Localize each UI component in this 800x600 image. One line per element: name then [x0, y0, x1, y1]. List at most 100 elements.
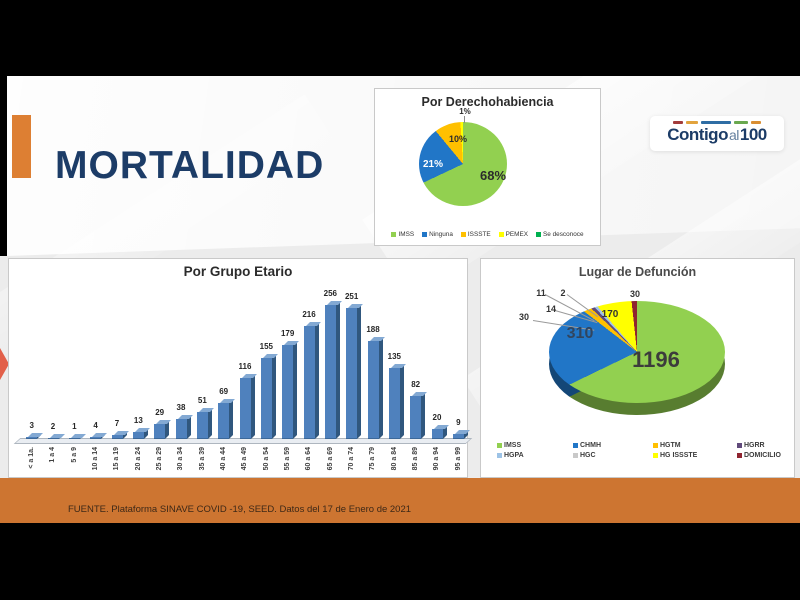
bar-50-a-54: [260, 353, 278, 439]
bar-value-label: 38: [176, 403, 186, 413]
pie-label-chmh: 310: [566, 325, 594, 342]
bar-80-a-84: [388, 364, 406, 439]
bar-60-a-64: [303, 321, 321, 439]
legend-item-chmh: CHMH: [573, 442, 653, 449]
legend-label: ISSSTE: [467, 231, 491, 238]
bar-series: 3 2 1 4 7 13 29 38 51 69 116 155 179 216 256 251 188 135 8…: [21, 289, 470, 439]
bar-value-label: 216: [302, 309, 316, 319]
bar-value-label: 179: [280, 329, 295, 339]
bar-1-a-4: [47, 433, 65, 439]
legend-label: DOMICILIO: [744, 452, 781, 459]
bar-75-a-79: [367, 336, 385, 439]
bar-value-label: 2: [50, 421, 56, 431]
legend-label: Ninguna: [429, 231, 453, 238]
legend-item-imss: IMSS: [497, 442, 573, 449]
chart-title: Lugar de Defunción: [578, 265, 697, 279]
left-edge-sliver: [0, 76, 7, 256]
chart-box-grupo-etario: Por Grupo Etario 3 2 1 4 7 13 29 38 51 69 116 155 17…: [8, 258, 473, 478]
pie3d-legend: IMSS CHMH HGTM HGRR HGPA HGC HG ISSSTE DOMICILI…: [497, 442, 800, 459]
logo-dash: [751, 121, 761, 124]
legend-label: HGTM: [660, 442, 681, 449]
contigo-al-100-logo: Contigoal100: [650, 116, 784, 151]
bar-<-a-1a.: [26, 433, 44, 439]
logo-dash: [734, 121, 748, 124]
pie-label-imss: 1196: [632, 347, 680, 372]
pie-label-hgrr: 14: [545, 304, 556, 314]
title-accent-bar: [12, 115, 31, 178]
legend-label: HGC: [580, 452, 596, 459]
legend-item-hg-issste: HG ISSSTE: [653, 452, 737, 459]
bar-45-a-49: [239, 374, 257, 439]
bar-30-a-34: [175, 415, 193, 439]
pie-chart-derechohabiencia: [419, 122, 507, 206]
legend-item-issste: ISSSTE: [460, 231, 491, 238]
bar-15-a-19: [111, 431, 129, 439]
legend-label: IMSS: [398, 231, 415, 238]
left-red-accent-shape: [0, 348, 9, 380]
pie-label-hgpa: 11: [536, 288, 546, 298]
pie-label-pemex: 1%: [459, 107, 471, 116]
legend-marker: [391, 232, 397, 237]
pie-legend: IMSS Ninguna ISSSTE PEMEX Se desconoce: [375, 231, 600, 238]
footer-bar: FUENTE. Plataforma SINAVE COVID -19, SEE…: [0, 478, 800, 523]
bar-value-label: 188: [366, 324, 380, 334]
chart-box-lugar-defuncion: Lugar de Defunción 1196 310 170 30 14 11…: [480, 258, 795, 478]
legend-item-se-desconoce: Se desconoce: [536, 231, 584, 238]
bar-value-label: 69: [219, 386, 229, 396]
legend-item-domicilio: DOMICILIO: [737, 452, 800, 459]
pie-label-hgtm: 30: [518, 312, 529, 322]
pie-leader-line: [464, 116, 465, 123]
pie-label-hgc: 2: [560, 288, 566, 298]
legend-marker: [737, 443, 742, 448]
legend-marker: [653, 453, 658, 458]
legend-marker: [460, 232, 466, 237]
legend-item-hgtm: HGTM: [653, 442, 737, 449]
pie-chart-lugar-defuncion: [549, 301, 725, 403]
bar-value-label: 116: [238, 362, 252, 372]
chart-title: Por Grupo Etario: [183, 264, 293, 279]
legend-label: HGRR: [744, 442, 765, 449]
legend-label: Se desconoce: [543, 231, 584, 238]
bar-value-label: 9: [456, 418, 461, 428]
bar-95-a-99: [452, 430, 470, 439]
bar-5-a-9: [68, 434, 86, 439]
bar-value-label: 13: [133, 416, 143, 426]
bar-20-a-24: [132, 428, 150, 439]
bar-value-label: 135: [387, 352, 401, 362]
bar-10-a-14: [90, 432, 108, 439]
legend-label: HGPA: [504, 452, 524, 459]
legend-item-hgpa: HGPA: [497, 452, 573, 459]
legend-marker: [498, 232, 504, 237]
legend-item-pemex: PEMEX: [498, 231, 528, 238]
legend-label: HG ISSSTE: [660, 452, 698, 459]
legend-item-ninguna: Ninguna: [422, 231, 453, 238]
legend-item-hgc: HGC: [573, 452, 653, 459]
chart-title: Por Derechohabiencia: [421, 95, 554, 109]
page-title: MORTALIDAD: [55, 144, 325, 188]
legend-marker: [573, 443, 578, 448]
bar-70-a-74: [346, 303, 364, 439]
legend-marker: [737, 453, 742, 458]
legend-label: CHMH: [580, 442, 601, 449]
pie-label-issste: 10%: [448, 134, 467, 144]
legend-item-imss: IMSS: [391, 231, 414, 238]
legend-marker: [497, 443, 502, 448]
logo-dash: [701, 121, 731, 124]
logo-dashes: [658, 121, 776, 124]
bar-value-label: 155: [259, 341, 273, 351]
bar-value-label: 20: [432, 412, 442, 422]
bar-value-label: 51: [197, 396, 207, 406]
bar-35-a-39: [196, 408, 214, 439]
bar-value-label: 1: [72, 422, 77, 431]
logo-text: Contigoal100: [658, 125, 776, 145]
legend-marker: [573, 453, 578, 458]
bar-90-a-94: [431, 424, 449, 439]
pie-label-ninguna: 21%: [422, 159, 443, 170]
chart-box-derechohabiencia: Por Derechohabiencia 68% 21% 10% 1% IMSS…: [374, 88, 601, 246]
bar-25-a-29: [154, 419, 172, 439]
bar-value-label: 7: [114, 419, 120, 429]
bar-55-a-59: [282, 341, 300, 439]
logo-text-num: 100: [739, 125, 767, 144]
logo-text-bold: Contigo: [667, 125, 728, 144]
